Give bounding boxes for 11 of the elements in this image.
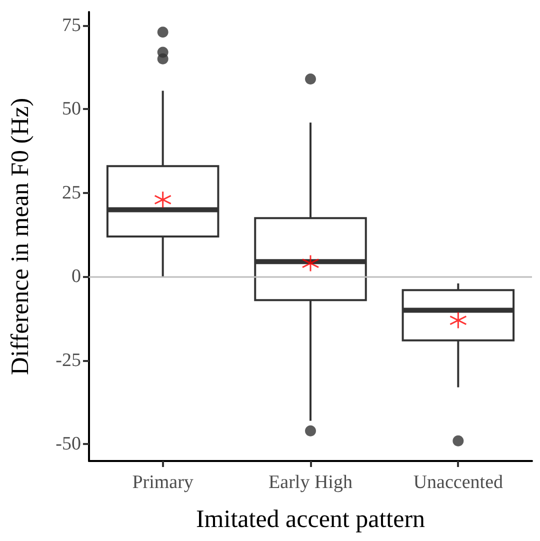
x-axis-title: Imitated accent pattern xyxy=(196,506,426,533)
y-tick-label: -50 xyxy=(56,434,81,455)
x-tick-label: Primary xyxy=(132,472,194,493)
x-tick-label: Unaccented xyxy=(413,472,504,493)
y-tick-label: 75 xyxy=(62,14,81,36)
y-tick-label: 50 xyxy=(62,98,81,120)
y-tick-label: 0 xyxy=(72,266,81,288)
x-tick-label: Early High xyxy=(268,472,353,493)
y-tick-label: 25 xyxy=(62,182,81,204)
y-tick-label: -25 xyxy=(56,350,81,371)
y-axis-title: Difference in mean F0 (Hz) xyxy=(7,98,34,376)
